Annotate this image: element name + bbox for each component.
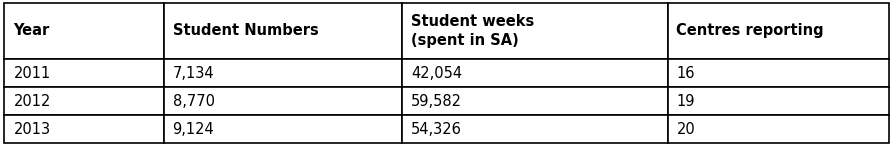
Text: 8,770: 8,770 <box>172 94 214 108</box>
Text: Student Numbers: Student Numbers <box>172 24 318 38</box>
Bar <box>163 115 402 143</box>
Bar <box>668 3 889 59</box>
Text: 20: 20 <box>677 122 695 137</box>
Bar <box>4 115 163 143</box>
Bar <box>403 3 668 59</box>
Text: 2011: 2011 <box>13 66 51 80</box>
Text: 42,054: 42,054 <box>412 66 463 80</box>
Bar <box>668 115 889 143</box>
Text: 7,134: 7,134 <box>172 66 214 80</box>
Text: 2013: 2013 <box>13 122 51 137</box>
Bar <box>163 59 402 87</box>
Text: 59,582: 59,582 <box>412 94 463 108</box>
Text: 16: 16 <box>677 66 695 80</box>
Text: Year: Year <box>13 24 50 38</box>
Text: 2012: 2012 <box>13 94 51 108</box>
Bar <box>403 59 668 87</box>
Bar <box>403 115 668 143</box>
Text: 19: 19 <box>677 94 695 108</box>
Bar <box>403 87 668 115</box>
Bar <box>4 3 163 59</box>
Text: 54,326: 54,326 <box>412 122 462 137</box>
Bar <box>668 87 889 115</box>
Bar <box>4 87 163 115</box>
Bar <box>4 59 163 87</box>
Bar <box>163 3 402 59</box>
Text: Centres reporting: Centres reporting <box>677 24 824 38</box>
Bar <box>163 87 402 115</box>
Text: Student weeks
(spent in SA): Student weeks (spent in SA) <box>412 14 535 48</box>
Text: 9,124: 9,124 <box>172 122 214 137</box>
Bar <box>668 59 889 87</box>
